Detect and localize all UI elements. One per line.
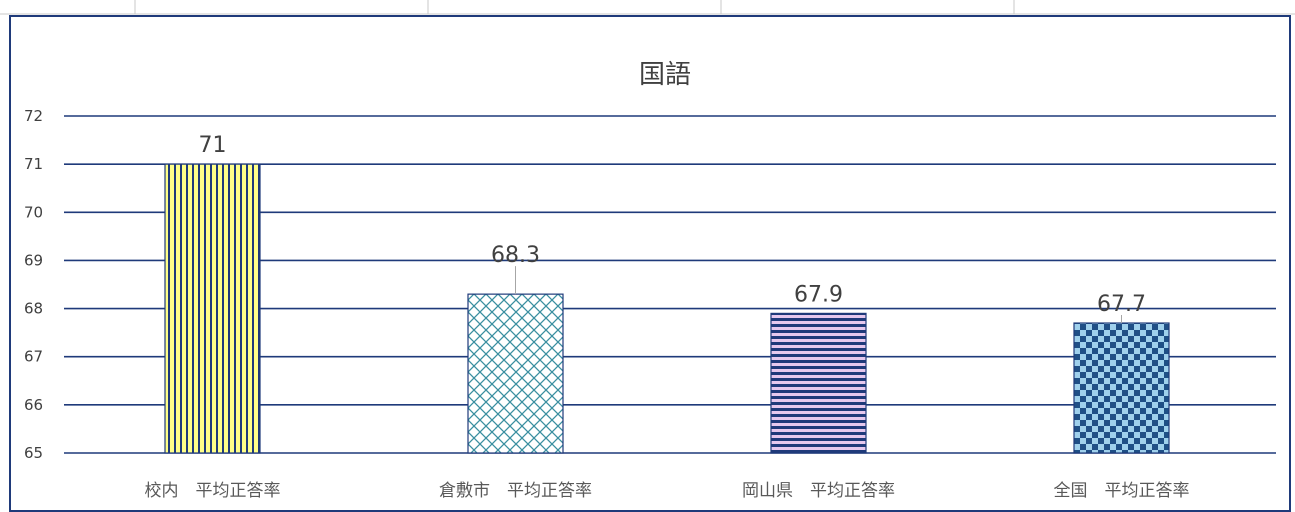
data-labels: 71 68.3 67.9 67.7 [199, 133, 1146, 324]
y-tick-label: 65 [24, 444, 43, 462]
x-category-label: 倉敷市 平均正答率 [439, 481, 592, 501]
bars [164, 163, 1170, 454]
y-tick-label: 66 [24, 396, 43, 414]
y-tick-label: 70 [24, 203, 43, 221]
y-tick-label: 69 [24, 251, 43, 269]
x-category-label: 校内 平均正答率 [145, 481, 281, 501]
chart-title: 国語 [639, 60, 691, 90]
gridlines [64, 115, 1276, 454]
data-label: 67.7 [1097, 292, 1146, 317]
bar [1073, 322, 1170, 454]
y-tick-label: 71 [24, 155, 43, 173]
x-category-label: 岡山県 平均正答率 [742, 481, 895, 501]
bar [164, 163, 261, 454]
data-label: 71 [199, 133, 227, 158]
chart-frame [9, 15, 1291, 512]
y-tick-label: 67 [24, 348, 43, 366]
x-category-label: 全国 平均正答率 [1054, 481, 1190, 501]
bar [770, 312, 867, 454]
x-axis-categories: 校内 平均正答率 倉敷市 平均正答率 岡山県 平均正答率 全国 平均正答率 [145, 481, 1190, 501]
data-label: 68.3 [491, 243, 540, 268]
top-table-remnant [0, 0, 1295, 15]
bar [467, 293, 564, 454]
y-tick-label: 68 [24, 300, 43, 318]
data-label: 67.9 [794, 282, 843, 307]
y-tick-label: 72 [24, 107, 43, 125]
y-axis-ticks: 65 66 67 68 69 70 71 72 [24, 107, 43, 462]
